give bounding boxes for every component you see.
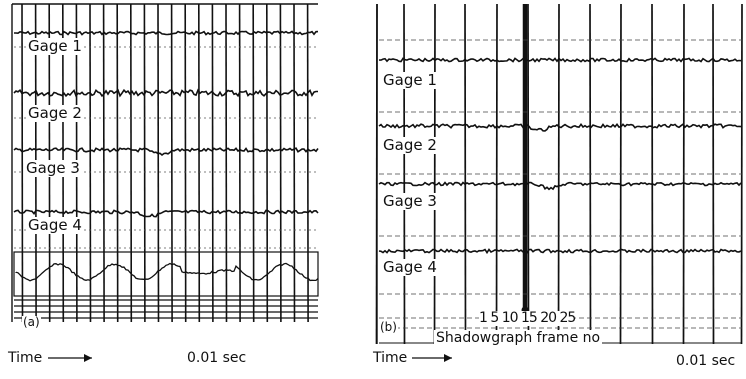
panel-b-timing-line (712, 3, 715, 345)
time-arrows (48, 354, 452, 362)
panel-b-tag: (b) (379, 320, 398, 334)
panel-a-timing-line (238, 3, 241, 323)
panel-b-gage-1-label: Gage 1 (381, 71, 439, 89)
panel-b-gage-4-label: Gage 4 (381, 258, 439, 276)
panel-a-time-label: Time (8, 350, 43, 366)
panel-a-timing-line (184, 3, 187, 323)
panel-a-timing-line (198, 3, 201, 323)
panel-a-timing-line (306, 3, 309, 323)
panel-b-gage-2-label: Gage 2 (381, 136, 439, 154)
panel-b-gage-2-trace (378, 122, 742, 132)
shadowgraph-frame-caption: Shadowgraph frame no (434, 330, 603, 346)
panel-a-time-arrow-head (84, 354, 92, 362)
panel-a-timing-box (13, 251, 319, 297)
panel-a-timing-line (21, 3, 24, 323)
panel-a-timing-line (293, 3, 296, 323)
panel-a-gage-2-trace (13, 88, 318, 98)
panel-a-timing-line (143, 3, 146, 323)
panel-a-timing-line (157, 3, 160, 323)
panel-b-gage-1-trace (378, 57, 742, 63)
panel-a-timing-line (225, 3, 228, 323)
panel-a-timing-line (102, 3, 105, 323)
panel-a-gage-3-label: Gage 3 (24, 159, 82, 177)
panel-a-gage-3-trace (13, 147, 319, 157)
panel-b-time-label: Time (373, 350, 408, 366)
panel-b-scale-label: 0.01 sec (676, 353, 736, 369)
panel-a-timing-line (130, 3, 133, 323)
panel-b-gage-3-trace (378, 181, 742, 191)
panel-b-timing-line (464, 3, 467, 345)
panel-a-timing-line (211, 3, 214, 323)
panel-a-timing-line (265, 3, 269, 323)
panel-b-timing-line (495, 3, 498, 345)
panel-b-timing-line (433, 3, 436, 345)
panel-b-gage-4-trace (378, 248, 742, 255)
panel-a-timing-line (116, 3, 119, 323)
panel-a-gage-4-label: Gage 4 (26, 216, 84, 234)
panel-a-timing-line (89, 3, 92, 323)
panel-a-timing-wave (15, 262, 319, 282)
panel-b-time-arrow-head (444, 354, 452, 362)
panel-b-gage-3-label: Gage 3 (381, 192, 439, 210)
panel-a-timing-line (170, 3, 173, 323)
panel-a-oscillogram (11, 3, 319, 323)
panel-a-gage-4-trace (13, 209, 319, 218)
panel-b-timing-line (527, 3, 530, 345)
panel-a-gage-2-label: Gage 2 (26, 104, 84, 122)
panel-a-timing-line (279, 3, 282, 323)
panel-a-gage-1-trace (14, 30, 319, 36)
panel-a-scale-label: 0.01 sec (187, 350, 247, 366)
panel-a-tag: (a) (22, 315, 41, 329)
panel-b-oscillogram (375, 3, 743, 345)
panel-b-timing-line (375, 3, 378, 345)
shadowgraph-frame-numbers: 1 5 10 15 20 25 (479, 310, 576, 326)
panel-a-gage-1-label: Gage 1 (26, 37, 84, 55)
panel-a-timing-line (252, 3, 255, 323)
